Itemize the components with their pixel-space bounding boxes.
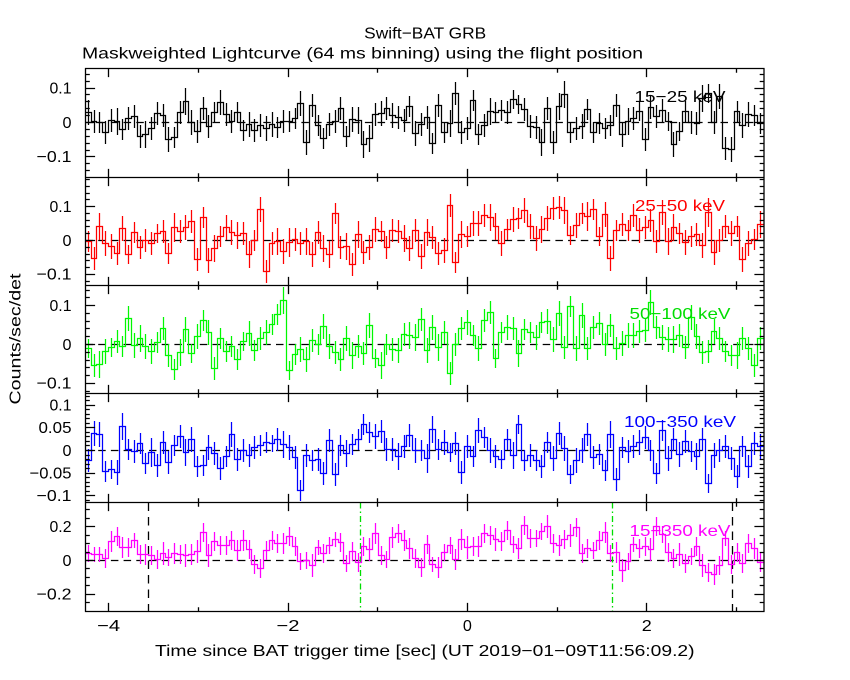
svg-text:15−350 keV: 15−350 keV (630, 523, 731, 540)
svg-text:−0.1: −0.1 (37, 376, 72, 393)
svg-text:0.05: 0.05 (39, 420, 72, 437)
svg-text:Swift−BAT GRB: Swift−BAT GRB (364, 26, 486, 43)
svg-text:−0.1: −0.1 (37, 488, 72, 505)
svg-text:Maskweighted Lightcurve (64 ms: Maskweighted Lightcurve (64 ms binning) … (82, 46, 643, 63)
svg-text:Counts/sec/det: Counts/sec/det (8, 273, 25, 405)
svg-text:50−100 keV: 50−100 keV (630, 306, 731, 323)
svg-text:0.1: 0.1 (50, 199, 72, 216)
svg-text:0: 0 (63, 233, 72, 250)
svg-text:0.1: 0.1 (50, 298, 72, 315)
svg-text:15−25 keV: 15−25 keV (635, 89, 726, 106)
svg-text:−0.2: −0.2 (37, 587, 72, 604)
svg-text:Time since BAT trigger time [s: Time since BAT trigger time [sec] (UT 20… (155, 643, 695, 660)
svg-text:0: 0 (63, 115, 72, 132)
svg-text:2: 2 (642, 618, 652, 635)
svg-text:0.1: 0.1 (50, 80, 72, 97)
svg-text:0: 0 (63, 337, 72, 354)
svg-text:0: 0 (63, 443, 72, 460)
svg-text:−4: −4 (97, 618, 120, 635)
svg-text:0.1: 0.1 (50, 398, 72, 415)
svg-text:0: 0 (63, 553, 72, 570)
svg-text:−0.1: −0.1 (37, 149, 72, 166)
svg-text:100−350 keV: 100−350 keV (624, 414, 736, 431)
svg-text:25−50 keV: 25−50 keV (635, 198, 725, 215)
svg-text:0: 0 (463, 618, 472, 635)
svg-text:−0.05: −0.05 (30, 465, 72, 482)
svg-text:0.2: 0.2 (50, 519, 72, 536)
svg-text:−2: −2 (277, 618, 300, 635)
svg-text:−0.1: −0.1 (37, 267, 72, 284)
